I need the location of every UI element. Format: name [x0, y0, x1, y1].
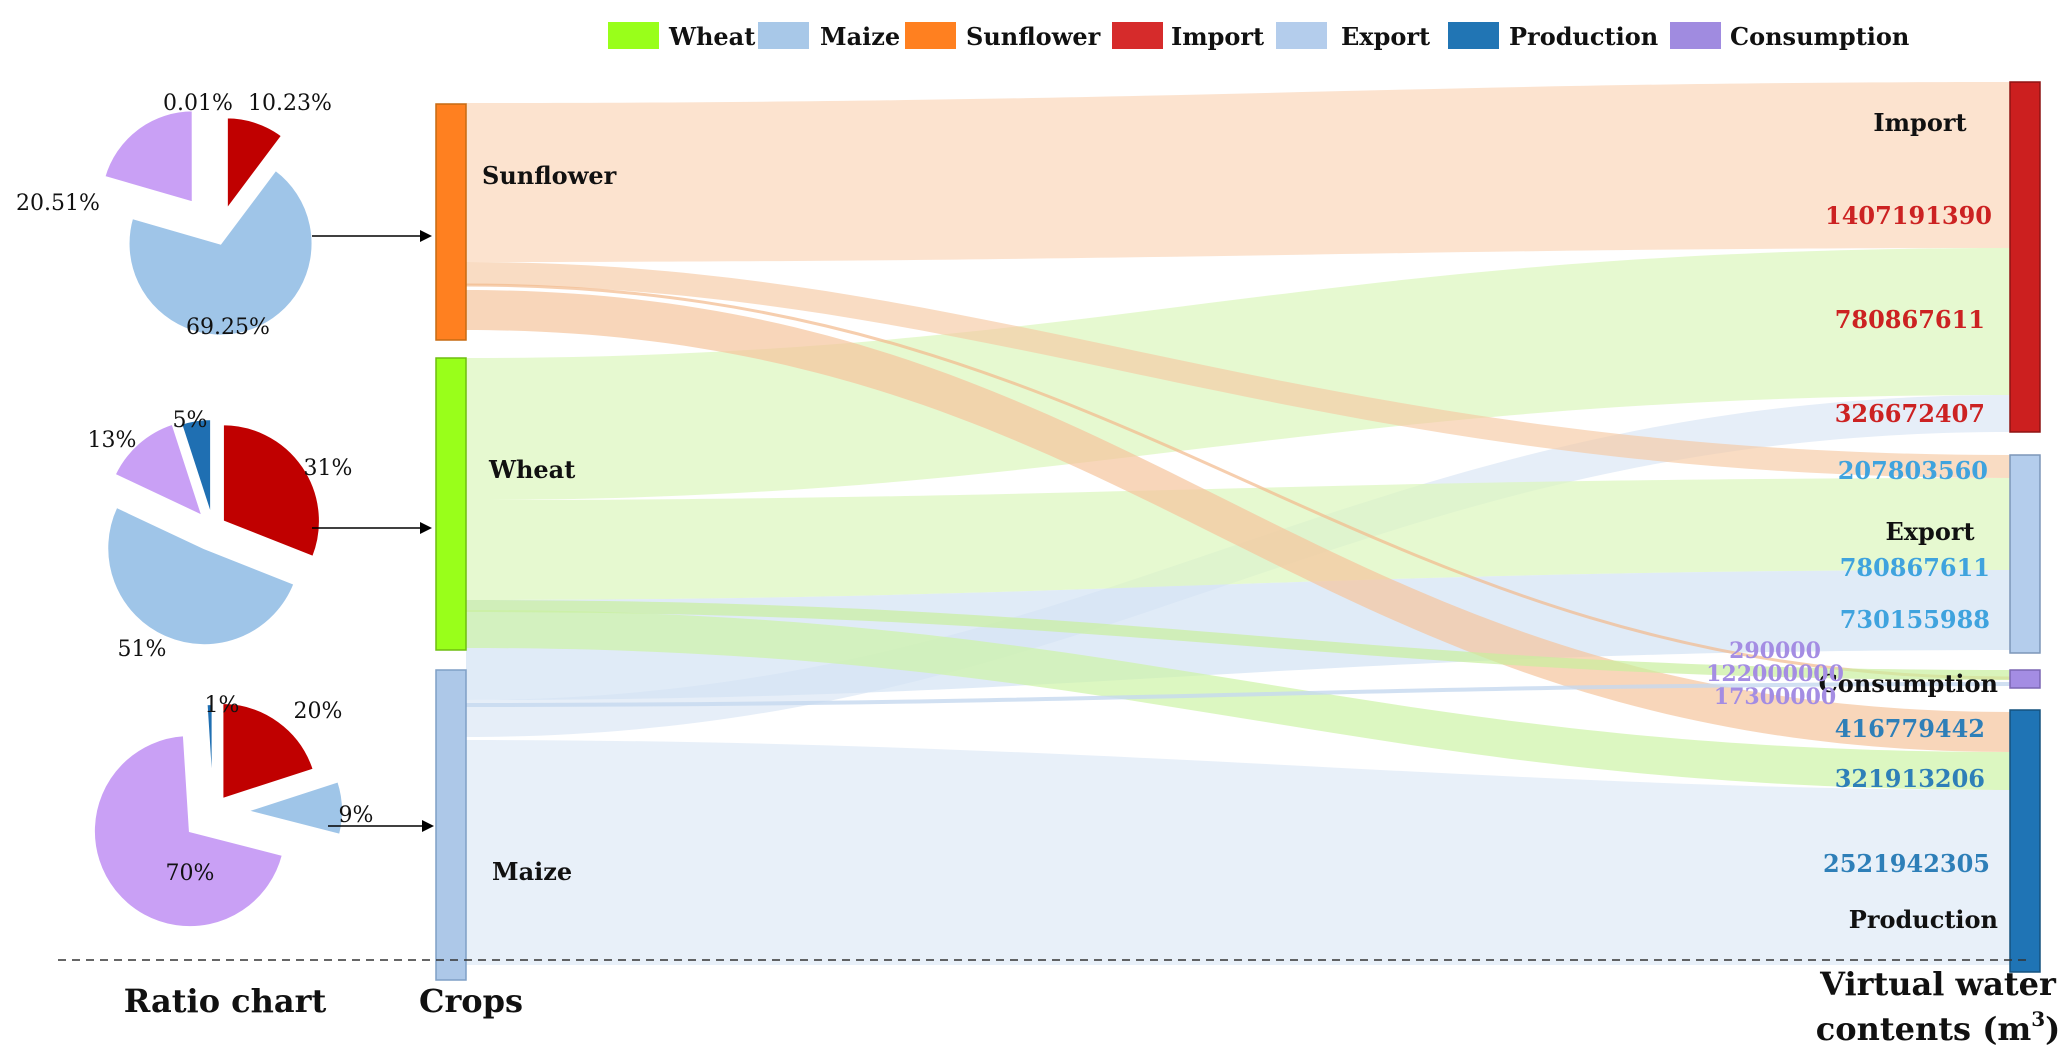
legend-swatch-wheat — [608, 22, 659, 49]
node-export — [2009, 454, 2041, 654]
legend-label-sunflower: Sunflower — [966, 22, 1101, 51]
value-production-sunflower: 416779442 — [1835, 714, 1985, 743]
pie-maize-label-export: 9% — [339, 803, 374, 828]
pie-maize-label-production: 1% — [205, 693, 240, 718]
legend-swatch-sunflower — [905, 22, 956, 49]
value-import-wheat: 780867611 — [1835, 305, 1985, 334]
node-sunflower — [435, 103, 467, 341]
label-vwc-close: ) — [2045, 1010, 2060, 1048]
legend-swatch-production — [1448, 22, 1499, 49]
pie-sunflower-label-import: 10.23% — [248, 91, 332, 116]
node-label-sunflower: Sunflower — [482, 161, 617, 190]
pie-charts: 10.23% 69.25% 20.51% 0.01% 31% 51% 13% 5% 20% 9% 7… — [16, 91, 374, 929]
label-crops: Crops — [419, 982, 523, 1020]
pie-sunflower-label-production: 0.01% — [163, 91, 233, 116]
pie-wheat: 31% 51% 13% 5% — [88, 408, 353, 662]
value-consumption-maize: 17300000 — [1714, 684, 1836, 710]
flow-maize-production — [466, 740, 2010, 965]
pie-sunflower-slice-import — [225, 116, 284, 213]
flow-sunflower-consumption — [465, 283, 2011, 680]
pie-wheat-label-consumption: 13% — [88, 428, 137, 453]
pie-sunflower-label-consumption: 20.51% — [16, 191, 100, 216]
value-import-sunflower: 1407191390 — [1825, 201, 1992, 230]
node-wheat — [435, 357, 467, 651]
flow-maize-consumption — [465, 682, 2011, 707]
node-label-maize: Maize — [492, 857, 572, 886]
legend-label-production: Production — [1509, 22, 1658, 51]
value-import-maize: 326672407 — [1835, 399, 1985, 428]
node-label-production: Production — [1849, 905, 1998, 934]
pie-maize-slice-consumption — [92, 734, 285, 929]
flow-sunflower-export — [466, 262, 2010, 478]
value-export-maize: 730155988 — [1840, 605, 1990, 634]
label-vwc-line2-text: contents (m — [1816, 1010, 2032, 1048]
pie-wheat-slice-consumption — [113, 422, 205, 518]
label-vwc-line2: contents (m3) — [1816, 1007, 2061, 1048]
legend-swatch-export — [1276, 22, 1327, 49]
node-production — [2009, 709, 2041, 973]
legend-swatch-maize — [758, 22, 809, 49]
legend-swatch-consumption — [1670, 22, 1721, 49]
value-consumption-sunflower: 290000 — [1729, 638, 1821, 664]
legend-label-wheat: Wheat — [668, 22, 755, 51]
pie-wheat-label-production: 5% — [173, 408, 208, 433]
pie-wheat-slice-export — [106, 505, 296, 647]
label-vwc-superscript: 3 — [2031, 1007, 2045, 1031]
pie-sunflower-label-export: 69.25% — [186, 315, 270, 340]
sankey-flows — [0, 82, 2011, 1058]
legend-label-maize: Maize — [820, 22, 900, 51]
pie-maize-slice-production — [205, 703, 214, 801]
pie-sunflower: 10.23% 69.25% 20.51% 0.01% — [16, 91, 332, 340]
flow-wheat-production — [466, 610, 2010, 790]
label-ratio-chart: Ratio chart — [124, 982, 327, 1020]
flow-sunflower-import — [466, 82, 2010, 262]
value-production-maize: 2521942305 — [1823, 849, 1990, 878]
label-vwc-line1: Virtual water — [1819, 965, 2057, 1003]
node-import — [2009, 81, 2041, 433]
pie-wheat-label-export: 51% — [118, 637, 167, 662]
value-export-sunflower: 207803560 — [1838, 456, 1988, 485]
pie-sunflower-slice-export — [127, 168, 314, 337]
legend-label-export: Export — [1341, 22, 1430, 51]
node-label-wheat: Wheat — [488, 455, 575, 484]
node-label-consumption: Consumption — [1819, 669, 1998, 698]
pie-maize-label-consumption: 70% — [166, 861, 215, 886]
legend: Wheat Maize Sunflower Import Export Prod… — [608, 22, 1909, 51]
pie-maize: 20% 9% 70% 1% — [92, 693, 374, 929]
node-consumption — [2009, 669, 2041, 689]
value-export-wheat: 780867611 — [1840, 553, 1990, 582]
pie-maize-slice-export — [243, 780, 344, 837]
pie-wheat-label-import: 31% — [304, 456, 353, 481]
pie-sunflower-slice-consumption — [103, 109, 194, 204]
legend-label-import: Import — [1171, 22, 1264, 51]
pie-sunflower-slice-production — [216, 112, 220, 207]
legend-swatch-import — [1112, 22, 1163, 49]
pie-wheat-slice-import — [221, 423, 321, 559]
crop-nodes: Sunflower Wheat Maize — [435, 103, 617, 981]
pie-wheat-slice-production — [179, 418, 213, 517]
value-production-wheat: 321913206 — [1835, 764, 1985, 793]
legend-label-consumption: Consumption — [1730, 22, 1909, 51]
flow-wheat-consumption — [466, 600, 2010, 680]
node-maize — [435, 669, 467, 981]
flow-sunflower-production — [466, 290, 2010, 752]
target-nodes: Import Export Consumption Production 140… — [1706, 81, 2041, 973]
pie-maize-slice-import — [221, 702, 315, 801]
node-label-import: Import — [1873, 108, 1966, 137]
pie-maize-label-import: 20% — [294, 699, 343, 724]
value-consumption-wheat: 122000000 — [1706, 661, 1844, 687]
node-label-export: Export — [1885, 517, 1974, 546]
